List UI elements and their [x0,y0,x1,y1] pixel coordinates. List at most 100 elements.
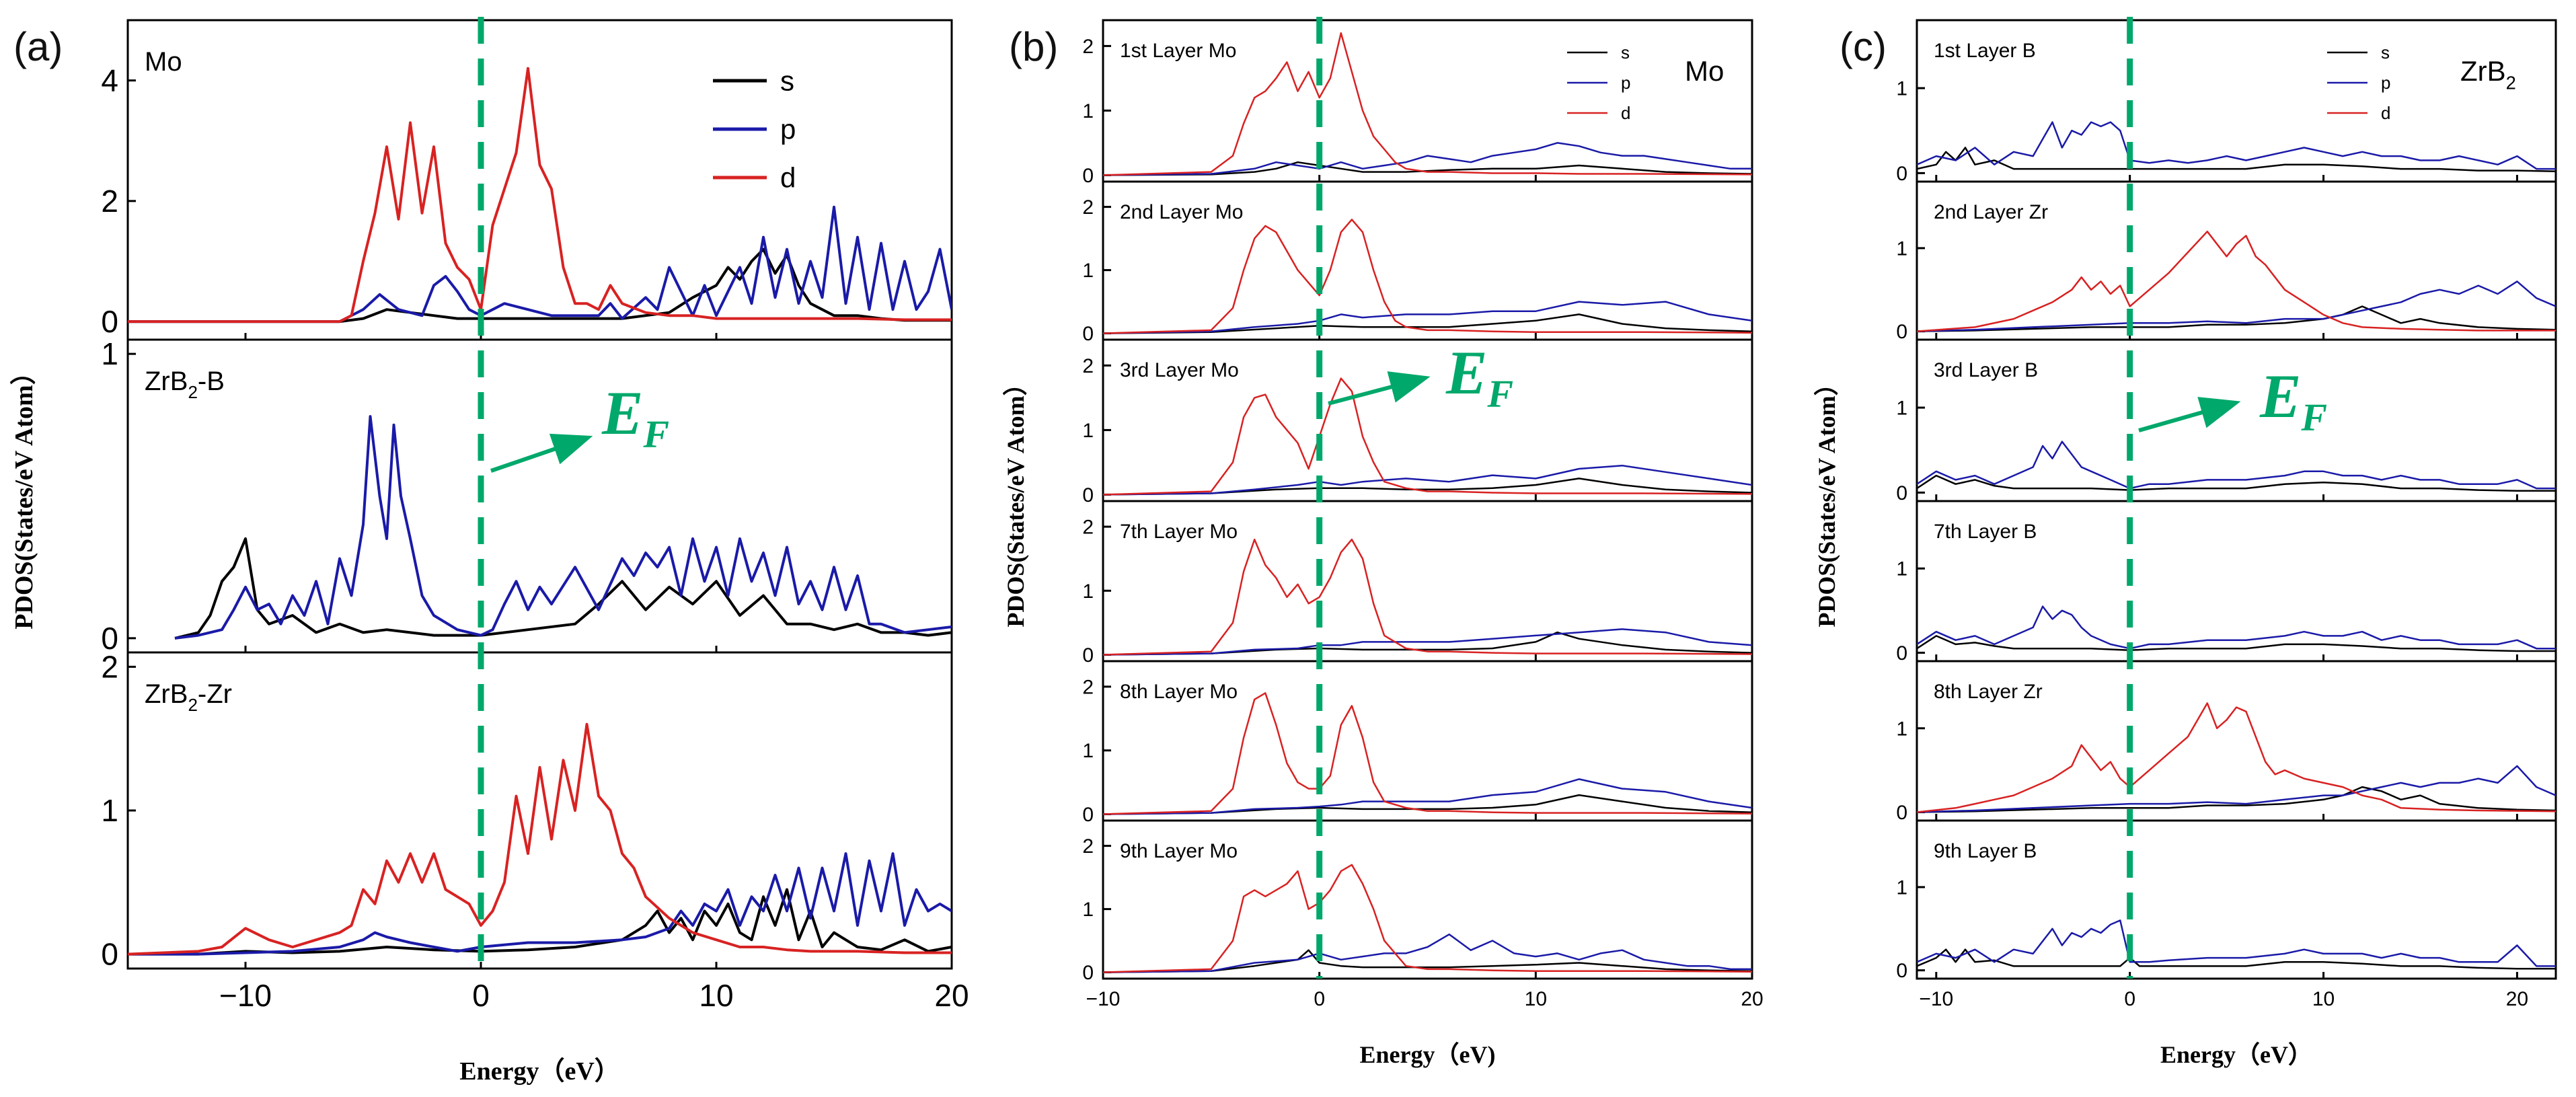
ef-arrow [490,433,593,473]
series-line-d [1103,219,1752,334]
subplot-label: 8th Layer Zr [1934,681,2043,703]
subplot-label: 7th Layer Mo [1120,521,1238,543]
x-tick-label: −10 [219,978,272,1013]
y-tick-label: 1 [101,793,118,828]
subplot-label: ZrB2-Zr [145,679,232,715]
y-tick-label: 0 [1896,642,1907,665]
y-tick-label: 0 [1082,323,1094,345]
ef-label: EF [2259,362,2327,439]
y-tick-label: 1 [1082,100,1094,122]
chart-panel-a: (a)PDOS(States/eV Atom）Energy（eV）024Mosp… [10,17,969,1086]
y-tick-label: 2 [101,184,118,219]
y-tick-label: 0 [1896,482,1907,504]
x-axis-title: Energy（eV） [2160,1041,2312,1068]
legend-label-p: p [1621,73,1630,93]
series-line-d [1103,377,1752,496]
subplot-label: 2nd Layer Zr [1934,201,2048,223]
subplot-4: 0 1 2 7th Layer Mo [1082,500,1753,667]
x-tick-label: 20 [934,978,969,1013]
x-tick-label: 10 [2312,988,2335,1010]
series-line-p [1917,441,2556,490]
y-tick-label: 2 [1082,676,1094,698]
legend-label-d: d [780,162,796,194]
y-tick-label: 2 [101,649,118,684]
y-tick-label: 0 [1082,962,1094,984]
subplot-frame [1916,819,2557,980]
chart-panel-b: (b) PDOS(States/eV Atom） Energy（eV) 0 1 2 1st … [1002,17,1764,1068]
series-line-d [1103,538,1752,656]
subplot-1: 0 1 1st Layer B spd ZrB2 [1896,19,2557,185]
y-tick-label: 0 [1896,802,1907,824]
series-line-p [1917,605,2556,650]
y-tick-label: 2 [1082,835,1094,858]
y-tick-label: 1 [1082,580,1094,603]
series-line-s [1103,313,1752,334]
y-tick-label: 0 [101,621,118,656]
series-line-d [1103,864,1752,973]
chart-panel-c: (c) PDOS(States/eV Atom） Energy（eV） 0 1 1st L… [1813,17,2557,1068]
x-axis-title: Energy（eV） [459,1057,620,1086]
subplot-2: 0 1 ZrB2-B [101,336,953,656]
subplot-1: 0 1 2 1st Layer Mo spd Mo [1082,19,1753,187]
subplot-label: 2nd Layer Mo [1120,201,1243,223]
y-tick-label: 4 [101,63,118,98]
subplot-label: 9th Layer Mo [1120,840,1238,862]
series-line-p [1103,301,1752,334]
x-tick-label: 0 [2124,988,2135,1010]
series-line-p [128,205,952,324]
series-line-p [1917,280,2556,332]
legend-label-s: s [780,65,794,97]
series-line-d [1103,692,1752,815]
subplot-label: 3rd Layer B [1934,359,2038,381]
panel-title: ZrB2 [2460,55,2516,93]
y-tick-label: 1 [1896,718,1907,740]
legend: spd [713,65,796,194]
legend-label-s: s [2381,42,2390,63]
series-line-s [1103,478,1752,496]
series-line-s [1917,786,2556,813]
series-line-p [174,415,952,640]
y-axis-title: PDOS(States/eV Atom） [1813,371,1840,627]
y-tick-label: 1 [1082,740,1094,762]
series-line-p [128,852,952,956]
subplot-frame [126,19,953,341]
series-line-s [1917,474,2556,492]
y-axis-title: PDOS(States/eV Atom） [1002,371,1029,627]
panel-label: (b) [1009,24,1058,69]
series-line-s [128,888,952,956]
series-line-s [1917,635,2556,652]
x-tick-label: 0 [472,978,490,1013]
y-tick-label: 1 [1896,78,1907,100]
legend-label-d: d [1621,103,1630,123]
subplot-5: 0 1 8th Layer Zr [1896,660,2557,824]
series-line-d [128,722,952,956]
series-line-s [1103,161,1752,176]
subplot-6: 0 1 9th Layer B [1896,819,2557,982]
x-tick-label: 20 [2506,988,2528,1010]
series-line-p [1103,142,1752,176]
y-tick-label: 0 [1082,804,1094,826]
series-line-p [1103,628,1752,656]
y-tick-label: 0 [1896,163,1907,185]
y-tick-label: 0 [1082,165,1094,187]
subplot-6: 0 1 2 9th Layer Mo [1082,819,1753,984]
x-axis-title: Energy（eV) [1360,1041,1496,1068]
legend-label-s: s [1621,42,1630,63]
panel-label: (c) [1840,24,1887,69]
series-line-s [174,537,952,640]
subplot-3: 0 1 2 ZrB2-Zr [101,649,953,972]
y-tick-label: 2 [1082,36,1094,58]
legend-label-p: p [2381,73,2390,93]
legend-label-p: p [780,114,796,145]
ef-label: EF [601,379,669,456]
y-axis-title: PDOS(States/eV Atom） [10,359,38,629]
legend: spd [1567,42,1630,123]
x-tick-label: −10 [1086,988,1121,1010]
legend-label-d: d [2381,103,2390,123]
y-tick-label: 1 [1896,558,1907,580]
x-tick-label: 20 [1741,988,1763,1010]
ef-arrow [2138,397,2241,432]
legend: spd [2327,42,2390,123]
y-tick-label: 1 [101,336,118,371]
